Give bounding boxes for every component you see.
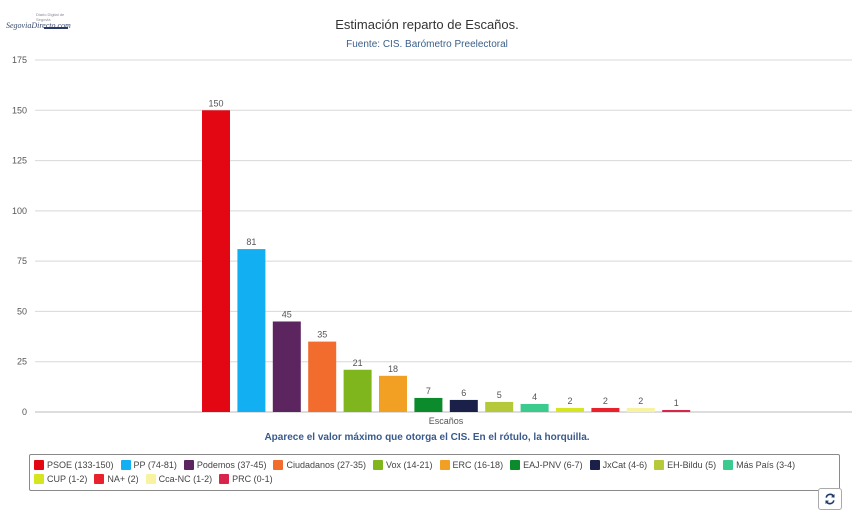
bar[interactable] bbox=[449, 399, 478, 412]
bar[interactable] bbox=[556, 407, 584, 412]
bar[interactable] bbox=[662, 409, 691, 412]
legend-label: EH-Bildu (5) bbox=[667, 460, 717, 470]
legend-label: Ciudadanos (27-35) bbox=[286, 460, 367, 470]
legend-item[interactable]: PP (74-81) bbox=[120, 458, 177, 472]
chart-subtitle: Fuente: CIS. Barómetro Preelectoral bbox=[346, 39, 508, 50]
legend-item[interactable]: EAJ-PNV (6-7) bbox=[510, 458, 583, 472]
bar[interactable] bbox=[626, 407, 655, 412]
y-tick-label: 175 bbox=[12, 55, 27, 65]
legend-label: Más País (3-4) bbox=[736, 460, 796, 470]
logo-name: SegoviaDirecto.com bbox=[6, 21, 71, 30]
bar-value-label: 6 bbox=[461, 388, 466, 398]
legend-item[interactable]: Ciudadanos (27-35) bbox=[273, 458, 366, 472]
legend-swatch bbox=[145, 474, 156, 484]
y-tick-label: 0 bbox=[22, 407, 27, 417]
legend-swatch bbox=[723, 460, 734, 470]
legend-swatch bbox=[219, 474, 230, 484]
legend-swatch bbox=[120, 460, 131, 470]
bar[interactable] bbox=[520, 403, 549, 412]
bar-value-label: 150 bbox=[208, 98, 223, 108]
y-axis-ticks: 0 25 50 75 100 125 150 175 bbox=[12, 55, 27, 417]
bar[interactable] bbox=[485, 401, 514, 412]
bars bbox=[202, 110, 691, 413]
legend-item[interactable]: Más País (3-4) bbox=[723, 458, 795, 472]
legend-label: Cca-NC (1-2) bbox=[158, 474, 213, 484]
legend-item[interactable]: NA+ (2) bbox=[94, 472, 139, 486]
legend-item[interactable]: Podemos (37-45) bbox=[183, 458, 267, 472]
legend-swatch bbox=[510, 460, 521, 470]
chart-legend: PSOE (133-150) PP (74-81) Podemos (37-45) C… bbox=[29, 454, 840, 491]
bar-value-label: 45 bbox=[282, 309, 292, 319]
y-tick-label: 100 bbox=[12, 206, 27, 216]
legend-label: Vox (14-21) bbox=[386, 460, 433, 470]
chart-title: Estimación reparto de Escaños. bbox=[335, 17, 519, 32]
legend-label: JxCat (4-6) bbox=[602, 460, 648, 470]
y-tick-label: 75 bbox=[17, 256, 27, 266]
bar-value-label: 5 bbox=[497, 390, 502, 400]
legend-swatch bbox=[183, 460, 194, 470]
bar-value-label: 1 bbox=[674, 398, 679, 408]
bar[interactable] bbox=[202, 110, 230, 413]
refresh-button[interactable] bbox=[818, 488, 842, 510]
legend-item[interactable]: EH-Bildu (5) bbox=[654, 458, 716, 472]
legend-item[interactable]: Cca-NC (1-2) bbox=[145, 472, 213, 486]
bar[interactable] bbox=[591, 407, 620, 412]
bar-value-label: 35 bbox=[317, 330, 327, 340]
legend-item[interactable]: Vox (14-21) bbox=[373, 458, 433, 472]
legend-label: ERC (16-18) bbox=[452, 460, 504, 470]
legend-swatch bbox=[34, 460, 44, 470]
bar[interactable] bbox=[414, 397, 443, 412]
grid-lines bbox=[35, 59, 852, 413]
logo-underline bbox=[44, 27, 68, 29]
legend-swatch bbox=[439, 460, 450, 470]
bar[interactable] bbox=[343, 369, 372, 412]
bar-value-label: 2 bbox=[567, 396, 572, 406]
legend-swatch bbox=[373, 460, 384, 470]
legend-label: PSOE (133-150) bbox=[47, 460, 114, 470]
legend-label: PRC (0-1) bbox=[232, 474, 273, 484]
bar[interactable] bbox=[272, 321, 301, 412]
bar[interactable] bbox=[237, 249, 266, 412]
chart-footnote: Aparece el valor máximo que otorga el CI… bbox=[264, 432, 590, 443]
legend-item[interactable]: PRC (0-1) bbox=[219, 472, 273, 486]
legend-label: PP (74-81) bbox=[133, 460, 177, 470]
bar[interactable] bbox=[379, 375, 407, 412]
y-tick-label: 125 bbox=[12, 156, 27, 166]
y-tick-label: 50 bbox=[17, 306, 27, 316]
logo-small-text: Diario Digital de Segovia bbox=[36, 12, 65, 22]
legend-swatch bbox=[94, 474, 105, 484]
bar-value-label: 81 bbox=[246, 237, 256, 247]
site-logo: Diario Digital de Segovia SegoviaDirecto… bbox=[6, 12, 71, 30]
legend-label: CUP (1-2) bbox=[47, 474, 88, 484]
legend-item[interactable]: ERC (16-18) bbox=[439, 458, 504, 472]
bar-value-label: 7 bbox=[426, 386, 431, 396]
legend-item[interactable]: JxCat (4-6) bbox=[589, 458, 648, 472]
x-axis-label: Escaños bbox=[429, 416, 464, 426]
legend-swatch bbox=[654, 460, 665, 470]
bar[interactable] bbox=[308, 341, 337, 412]
legend-item[interactable]: PSOE (133-150) bbox=[34, 458, 114, 472]
bar-value-label: 2 bbox=[603, 396, 608, 406]
legend-label: NA+ (2) bbox=[107, 474, 139, 484]
y-tick-label: 25 bbox=[17, 357, 27, 367]
legend-swatch bbox=[273, 460, 284, 470]
bar-value-label: 2 bbox=[638, 396, 643, 406]
legend-item[interactable]: CUP (1-2) bbox=[34, 472, 87, 486]
legend-swatch bbox=[34, 474, 44, 484]
legend-label: EAJ-PNV (6-7) bbox=[523, 460, 583, 470]
y-tick-label: 150 bbox=[12, 105, 27, 115]
bar-value-label: 4 bbox=[532, 392, 537, 402]
bar-value-label: 21 bbox=[353, 358, 363, 368]
legend-swatch bbox=[589, 460, 600, 470]
legend-label: Podemos (37-45) bbox=[196, 460, 267, 470]
bar-value-label: 18 bbox=[388, 364, 398, 374]
refresh-icon bbox=[825, 493, 835, 505]
